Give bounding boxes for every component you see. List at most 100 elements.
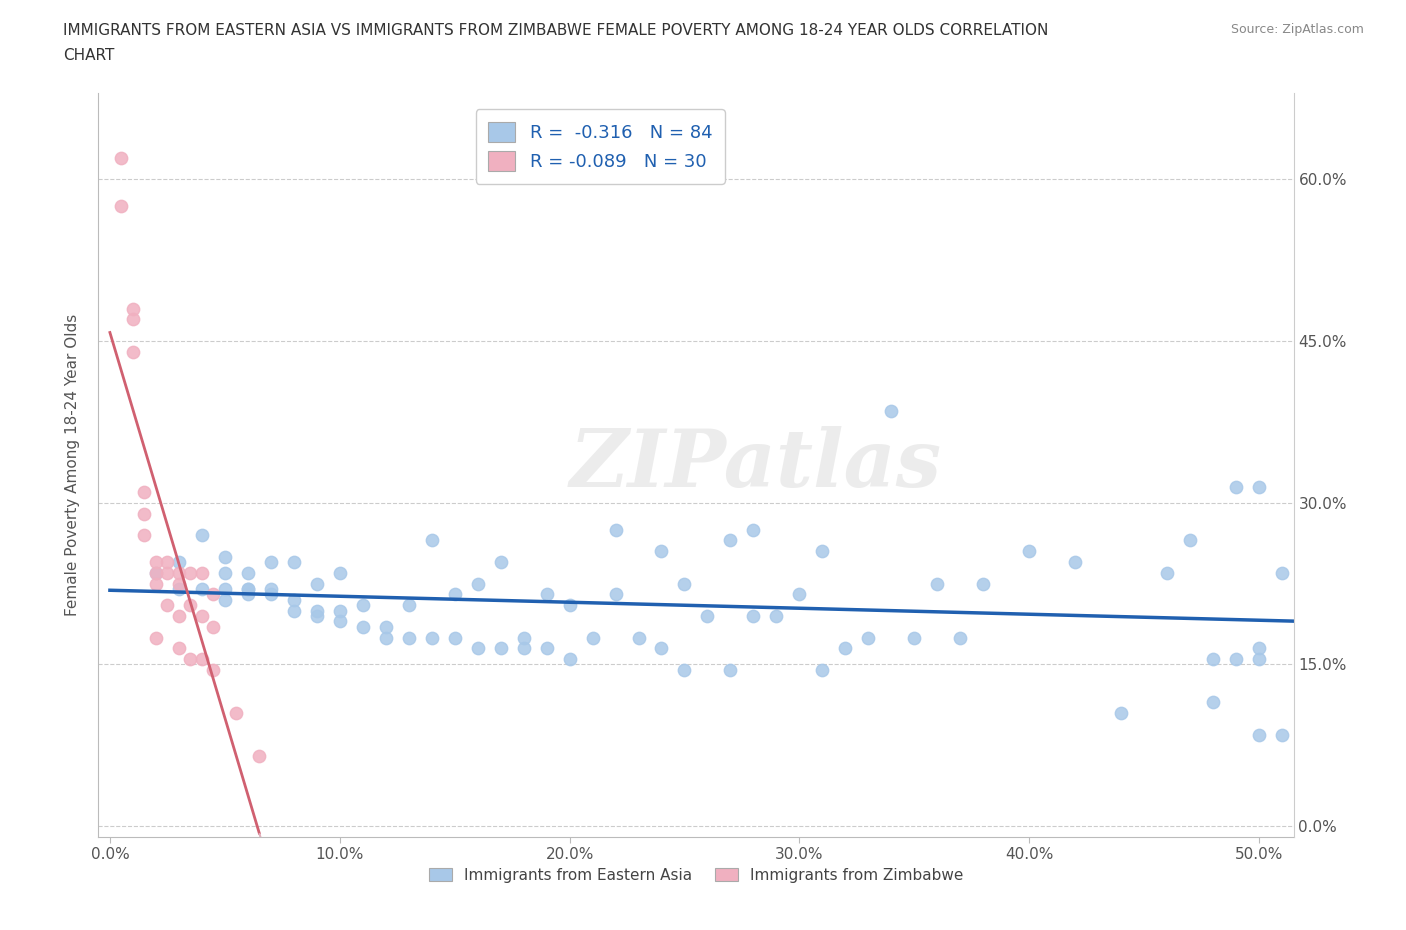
Point: [398, 631, 420, 645]
Point: [1225, 652, 1247, 667]
Point: [179, 652, 201, 667]
Point: [673, 577, 696, 591]
Point: [134, 506, 156, 521]
Point: [122, 312, 145, 326]
Point: [1271, 565, 1294, 580]
Point: [167, 641, 190, 656]
Point: [1156, 565, 1178, 580]
Point: [191, 608, 214, 623]
Point: [191, 565, 214, 580]
Legend: Immigrants from Eastern Asia, Immigrants from Zimbabwe: Immigrants from Eastern Asia, Immigrants…: [423, 861, 969, 889]
Text: CHART: CHART: [63, 48, 115, 63]
Point: [214, 592, 236, 607]
Point: [489, 641, 512, 656]
Point: [581, 631, 603, 645]
Point: [858, 631, 880, 645]
Point: [627, 631, 650, 645]
Point: [558, 598, 581, 613]
Point: [236, 587, 259, 602]
Point: [1064, 554, 1087, 569]
Point: [673, 662, 696, 677]
Point: [467, 577, 489, 591]
Text: Source: ZipAtlas.com: Source: ZipAtlas.com: [1230, 23, 1364, 36]
Point: [167, 554, 190, 569]
Point: [202, 662, 225, 677]
Point: [167, 565, 190, 580]
Point: [167, 577, 190, 591]
Point: [202, 619, 225, 634]
Point: [145, 565, 167, 580]
Point: [720, 662, 742, 677]
Point: [1271, 727, 1294, 742]
Point: [374, 631, 396, 645]
Point: [283, 592, 305, 607]
Point: [536, 641, 558, 656]
Point: [329, 565, 352, 580]
Point: [811, 662, 834, 677]
Point: [398, 598, 420, 613]
Point: [236, 565, 259, 580]
Point: [305, 577, 328, 591]
Point: [145, 565, 167, 580]
Text: IMMIGRANTS FROM EASTERN ASIA VS IMMIGRANTS FROM ZIMBABWE FEMALE POVERTY AMONG 18: IMMIGRANTS FROM EASTERN ASIA VS IMMIGRAN…: [63, 23, 1049, 38]
Point: [1202, 695, 1225, 710]
Text: ZIPatlas: ZIPatlas: [569, 426, 942, 504]
Point: [605, 523, 627, 538]
Point: [260, 554, 283, 569]
Point: [420, 631, 443, 645]
Point: [283, 604, 305, 618]
Point: [122, 301, 145, 316]
Point: [110, 199, 132, 214]
Point: [305, 604, 328, 618]
Point: [1225, 479, 1247, 494]
Point: [110, 151, 132, 166]
Point: [903, 631, 925, 645]
Point: [1247, 727, 1270, 742]
Point: [789, 587, 811, 602]
Point: [1109, 706, 1132, 721]
Y-axis label: Female Poverty Among 18-24 Year Olds: Female Poverty Among 18-24 Year Olds: [65, 314, 80, 617]
Point: [225, 706, 247, 721]
Point: [145, 631, 167, 645]
Point: [536, 587, 558, 602]
Point: [260, 587, 283, 602]
Point: [949, 631, 972, 645]
Point: [1202, 652, 1225, 667]
Point: [467, 641, 489, 656]
Point: [420, 533, 443, 548]
Point: [880, 404, 903, 418]
Point: [156, 554, 179, 569]
Point: [1178, 533, 1201, 548]
Point: [650, 641, 672, 656]
Point: [927, 577, 949, 591]
Point: [156, 565, 179, 580]
Point: [191, 652, 214, 667]
Point: [260, 581, 283, 596]
Point: [443, 631, 465, 645]
Point: [512, 641, 534, 656]
Point: [352, 598, 374, 613]
Point: [305, 608, 328, 623]
Point: [145, 577, 167, 591]
Point: [236, 581, 259, 596]
Point: [191, 581, 214, 596]
Point: [765, 608, 787, 623]
Point: [650, 544, 672, 559]
Point: [214, 550, 236, 565]
Point: [352, 619, 374, 634]
Point: [742, 523, 765, 538]
Point: [1247, 652, 1270, 667]
Point: [179, 565, 201, 580]
Point: [283, 554, 305, 569]
Point: [329, 604, 352, 618]
Point: [374, 619, 396, 634]
Point: [696, 608, 718, 623]
Point: [489, 554, 512, 569]
Point: [329, 614, 352, 629]
Point: [742, 608, 765, 623]
Point: [1247, 479, 1270, 494]
Point: [512, 631, 534, 645]
Point: [972, 577, 994, 591]
Point: [834, 641, 856, 656]
Point: [605, 587, 627, 602]
